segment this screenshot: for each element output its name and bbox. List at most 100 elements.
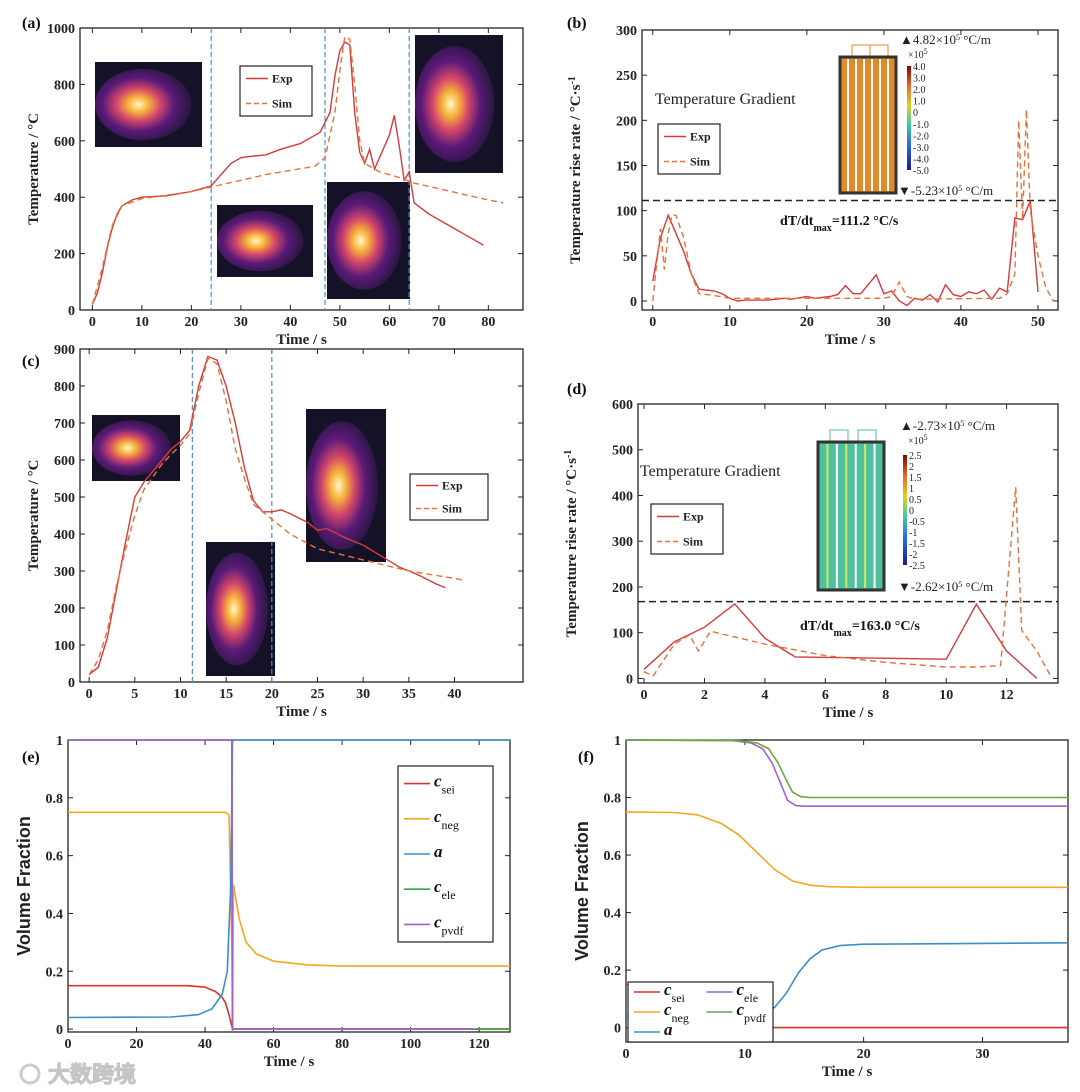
text-part: Exp [690, 130, 711, 144]
series-line-sim [652, 109, 1055, 302]
legend-box [657, 123, 721, 175]
y-tick-label: 0.2 [46, 965, 64, 980]
text-part: Sim [272, 97, 292, 111]
text-part: Exp [272, 72, 293, 86]
panel-label: (d) [567, 381, 587, 398]
y-tick-label: 200 [54, 248, 75, 263]
series-line-neg [625, 811, 1068, 889]
x-axis-label: Time / s [825, 332, 876, 348]
x-tick-label: 40 [447, 687, 461, 702]
text-part: neg [442, 818, 459, 832]
legend-label: a [664, 1020, 673, 1039]
y-tick-label: 0 [630, 295, 637, 310]
colorbar-label: -2.0 [913, 131, 929, 142]
x-tick-label: 10 [173, 687, 187, 702]
thermal-hotspot [306, 421, 378, 550]
x-tick-label: 30 [234, 315, 248, 330]
colorbar [907, 66, 911, 170]
colorbar-min-label: ▼-2.62×105 °C/m [898, 579, 993, 594]
x-tick-label: 4 [761, 688, 768, 703]
series-line-exp [643, 602, 1038, 679]
axes-frame [641, 29, 1059, 311]
x-tick-label: 70 [432, 315, 446, 330]
watermark: 大数跨境 [19, 1062, 137, 1089]
colorbar-label: -1 [909, 528, 917, 539]
x-tick-label: 40 [283, 315, 297, 330]
x-tick-label: 0 [649, 315, 656, 330]
text-part: ▼ [898, 183, 911, 198]
y-axis-label: Temperature / °C [26, 113, 42, 225]
x-tick-label: 20 [857, 1047, 871, 1062]
text-part: ▲ [900, 32, 913, 47]
x-tick-label: 10 [738, 1047, 752, 1062]
inset-title: Temperature Gradient [655, 91, 796, 108]
y-tick-label: 600 [54, 454, 75, 469]
text-part: c [664, 980, 672, 999]
legend-label: Sim [683, 535, 703, 549]
legend-label: Exp [690, 130, 711, 144]
colorbar-label: -5.0 [913, 166, 929, 177]
text-part: 4.82×10 [913, 32, 956, 47]
watermark-text: 大数跨境 [48, 1062, 136, 1088]
colorbar-label: -2.5 [909, 561, 925, 572]
colorbar-label: 4.0 [913, 62, 926, 73]
x-tick-label: 120 [469, 1037, 490, 1052]
thermal-hotspot [327, 191, 402, 290]
max-rate-annotation: dT/dtmax=163.0 °C/s [800, 619, 920, 639]
y-axis-label: Volume Fraction [14, 816, 34, 956]
text-part: -2.73×10 [913, 418, 960, 433]
text-part: Time / s [822, 1064, 873, 1080]
colorbar-label: 0 [913, 108, 918, 119]
legend-box [409, 473, 489, 521]
text-part: max [813, 223, 831, 234]
text-part: -1 [567, 76, 578, 84]
y-tick-label: 600 [54, 135, 75, 150]
colorbar-max-label: ▲4.82×105 °C/m [900, 32, 991, 47]
text-part: max [833, 628, 851, 639]
cell-tab [851, 44, 871, 58]
colorbar-scale-label: ×105 [908, 433, 928, 448]
y-tick-label: 200 [616, 114, 637, 129]
text-part: pvdf [744, 1011, 766, 1025]
y-tick-label: 200 [54, 602, 75, 617]
x-tick-label: 15 [219, 687, 233, 702]
y-axis-label: Volume Fraction [572, 821, 592, 961]
chart-panel-a: (a)0 10 20 30 40 50 60 70 8002004006008001000Tim… [22, 15, 524, 348]
x-tick-label: 50 [333, 315, 347, 330]
battery-cell-model [838, 55, 898, 195]
colorbar-label: 1 [909, 484, 914, 495]
text-part: 5 [958, 580, 962, 589]
text-part: °C/m [962, 579, 993, 594]
y-axis-label: Temperature / °C [26, 460, 42, 572]
legend-label: Exp [272, 72, 293, 86]
text-part: Time / s [276, 704, 327, 720]
text-part: Temperature rise rate / °C·s [564, 458, 580, 637]
max-rate-annotation: dT/dtmax=111.2 °C/s [780, 214, 899, 234]
cell-tab [869, 44, 889, 58]
x-axis-label: Time / s [264, 1054, 315, 1070]
y-tick-label: 0.8 [46, 792, 64, 807]
legend-label: cneg [664, 1000, 689, 1025]
x-axis-label: Time / s [276, 704, 327, 720]
chart-panel-c: (c)0 5 10 15 20 25 30 35 40010020030040050060070… [22, 343, 524, 720]
colorbar-label: -4.0 [913, 154, 929, 165]
text-part: ×10 [908, 436, 924, 447]
cell-tab [857, 429, 877, 443]
text-part: Sim [442, 502, 462, 516]
colorbar-label: 2.0 [913, 85, 926, 96]
y-tick-label: 500 [54, 491, 75, 506]
x-tick-label: 12 [1000, 688, 1014, 703]
text-part: 5 [956, 33, 960, 42]
colorbar-label: 0 [909, 506, 914, 517]
text-part: ele [744, 991, 758, 1005]
legend-label: cpvdf [737, 1000, 767, 1025]
colorbar-label: 2.5 [909, 451, 922, 462]
x-axis-label: Time / s [822, 1064, 873, 1080]
x-axis-label: Time / s [823, 705, 874, 721]
panel-label: (f) [578, 749, 594, 766]
x-tick-label: 0 [641, 688, 648, 703]
legend-label: cneg [434, 807, 459, 832]
axes-frame [637, 403, 1059, 684]
series-line-sei [68, 984, 510, 1030]
